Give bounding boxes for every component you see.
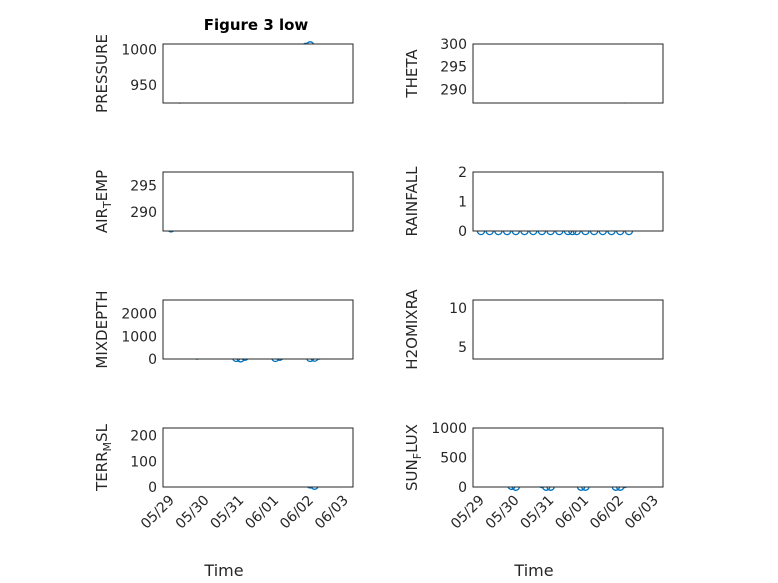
axis-frame bbox=[472, 43, 664, 104]
y-axis-label: H2OMIXRA bbox=[403, 289, 421, 370]
y-tick-label: 10 bbox=[449, 301, 467, 317]
y-tick-label: 500 bbox=[440, 451, 467, 467]
y-tick-label: 0 bbox=[458, 480, 467, 496]
x-tick-label: 05/31 bbox=[518, 493, 558, 533]
y-tick-label: 1000 bbox=[121, 329, 157, 345]
y-tick-label: 290 bbox=[440, 82, 467, 98]
y-axis-label: PRESSURE bbox=[93, 34, 111, 113]
x-tick-label: 05/30 bbox=[173, 493, 213, 533]
axis-frame bbox=[472, 427, 664, 488]
y-tick-label: 100 bbox=[130, 454, 157, 470]
x-tick-label: 05/29 bbox=[138, 493, 178, 533]
x-tick-label: 05/31 bbox=[208, 493, 248, 533]
x-tick-label: 06/02 bbox=[277, 493, 317, 533]
y-tick-label: 290 bbox=[130, 205, 157, 221]
panel-row2-right: 0 1 2 RAINFALL bbox=[403, 165, 664, 240]
y-tick-label: 1000 bbox=[121, 43, 157, 59]
y-axis-label: THETA bbox=[403, 49, 421, 99]
x-axis-label: Time bbox=[203, 561, 243, 580]
panel-row3-right: 5 10 H2OMIXRA bbox=[403, 289, 664, 370]
panel-top-right: 290 295 300 THETA bbox=[403, 37, 664, 104]
panel-top-left: 950 1000 PRESSURE bbox=[93, 34, 354, 113]
y-tick-label: 300 bbox=[440, 37, 467, 53]
axis-frame bbox=[162, 427, 354, 488]
x-tick-label: 06/02 bbox=[587, 493, 627, 533]
x-tick-label: 05/29 bbox=[448, 493, 488, 533]
x-axis-label: Time bbox=[513, 561, 553, 580]
y-axis-label: RAINFALL bbox=[403, 166, 421, 237]
y-tick-label: 0 bbox=[458, 224, 467, 240]
y-tick-label: 2 bbox=[458, 165, 467, 181]
y-tick-label: 295 bbox=[440, 60, 467, 76]
y-tick-label: 200 bbox=[130, 429, 157, 445]
y-tick-label: 0 bbox=[148, 480, 157, 496]
x-tick-label: 06/03 bbox=[312, 493, 352, 533]
panel-row3-left: 0 1000 2000 MIXDEPTH bbox=[93, 290, 354, 369]
x-tick-label: 06/03 bbox=[622, 493, 662, 533]
x-tick-label: 05/30 bbox=[483, 493, 523, 533]
x-tick-label: 06/01 bbox=[552, 493, 592, 533]
figure-title: Figure 3 low bbox=[204, 16, 309, 34]
y-tick-label: 295 bbox=[130, 178, 157, 194]
y-axis-label: MIXDEPTH bbox=[93, 290, 111, 368]
axis-frame bbox=[162, 299, 354, 360]
axis-frame bbox=[162, 171, 354, 232]
panel-row2-left: 290 295 AIRTEMP bbox=[93, 170, 354, 233]
y-axis-label: AIRTEMP bbox=[93, 170, 114, 233]
y-tick-label: 0 bbox=[148, 352, 157, 368]
axis-frame bbox=[472, 171, 664, 232]
axis-frame bbox=[162, 43, 354, 104]
axis-frame bbox=[472, 299, 664, 360]
y-tick-label: 2000 bbox=[121, 307, 157, 323]
y-tick-label: 1000 bbox=[431, 421, 467, 437]
y-tick-label: 950 bbox=[130, 78, 157, 94]
y-axis-label: SUNFLUX bbox=[403, 424, 424, 491]
x-tick-label: 06/01 bbox=[242, 493, 282, 533]
y-tick-label: 1 bbox=[458, 195, 467, 211]
y-axis-label: TERRMSL bbox=[93, 423, 114, 492]
y-tick-label: 5 bbox=[458, 340, 467, 356]
